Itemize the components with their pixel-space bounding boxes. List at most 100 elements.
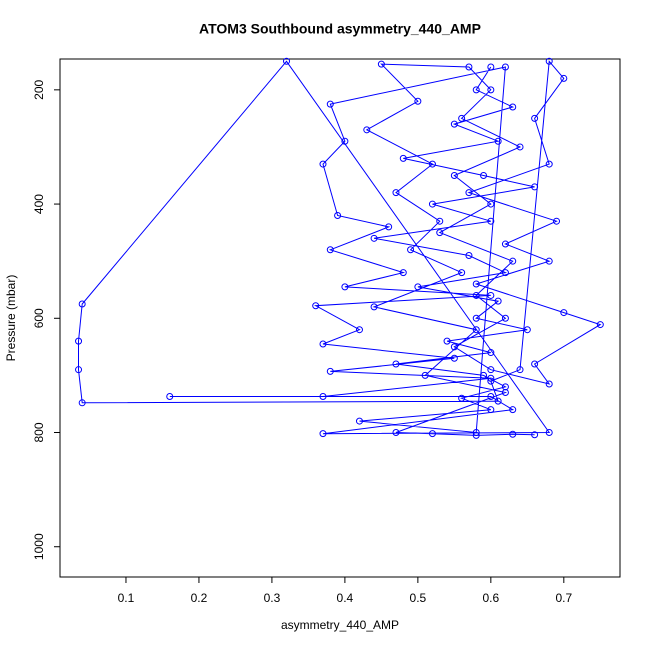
y-tick-label: 200 (32, 80, 46, 100)
data-point (523, 326, 531, 334)
data-point (370, 303, 378, 311)
data-point (421, 371, 429, 379)
data-point (487, 349, 495, 357)
y-tick-label: 800 (32, 422, 46, 442)
data-point (334, 211, 342, 219)
y-tick-label: 600 (32, 308, 46, 328)
data-point (487, 393, 495, 401)
data-point (472, 280, 480, 288)
data-point (487, 366, 495, 374)
data-point (436, 229, 444, 237)
data-point (392, 189, 400, 197)
data-point (392, 360, 400, 368)
data-point (363, 126, 371, 134)
data-point (545, 57, 553, 65)
data-point (531, 114, 539, 122)
data-point (414, 283, 422, 291)
data-point (458, 114, 466, 122)
data-point (509, 257, 517, 265)
data-point (545, 429, 553, 437)
data-point (465, 63, 473, 71)
data-point (472, 291, 480, 299)
x-tick-label: 0.2 (191, 591, 208, 605)
data-point (487, 291, 495, 299)
data-point (392, 429, 400, 437)
data-point (428, 200, 436, 208)
data-point (487, 86, 495, 94)
data-point (326, 367, 334, 375)
data-point (450, 172, 458, 180)
data-point (75, 337, 83, 345)
data-point (487, 406, 495, 414)
data-point (414, 97, 422, 105)
data-point (319, 340, 327, 348)
data-point (465, 251, 473, 259)
data-point (487, 377, 495, 385)
data-point (428, 430, 436, 438)
data-point (355, 417, 363, 425)
x-tick-label: 0.6 (482, 591, 499, 605)
data-point (443, 337, 451, 345)
data-point (75, 366, 83, 374)
data-point (545, 160, 553, 168)
chart-title: ATOM3 Southbound asymmetry_440_AMP (199, 21, 481, 37)
x-tick-label: 0.1 (118, 591, 135, 605)
data-point (516, 366, 524, 374)
data-point (341, 283, 349, 291)
data-point (472, 314, 480, 322)
y-axis-label: Pressure (mbar) (4, 275, 18, 362)
data-point (487, 200, 495, 208)
data-point (501, 63, 509, 71)
data-point (516, 143, 524, 151)
data-point (341, 137, 349, 145)
data-point (501, 240, 509, 248)
data-point (450, 120, 458, 128)
y-tick-label: 400 (32, 194, 46, 214)
data-point (450, 343, 458, 351)
data-point (377, 60, 385, 68)
data-point (494, 137, 502, 145)
data-point (487, 63, 495, 71)
data-line (78, 60, 602, 436)
data-point (385, 223, 393, 231)
data-point (319, 393, 327, 401)
data-point (494, 297, 502, 305)
data-point (487, 217, 495, 225)
data-point (458, 269, 466, 277)
data-point (472, 429, 480, 437)
data-point (399, 154, 407, 162)
data-point (509, 430, 517, 438)
data-point (472, 86, 480, 94)
data-point (480, 371, 488, 379)
x-tick-label: 0.4 (337, 591, 354, 605)
data-point (596, 321, 604, 329)
x-axis-label: asymmetry_440_AMP (281, 618, 399, 632)
data-point (472, 326, 480, 334)
data-point (487, 374, 495, 382)
data-point (494, 397, 502, 405)
y-tick-label: 1000 (32, 533, 46, 560)
data-point (472, 431, 480, 439)
data-point (428, 160, 436, 168)
data-point (560, 309, 568, 317)
data-point (531, 183, 539, 191)
data-point (480, 172, 488, 180)
data-point (326, 100, 334, 108)
data-point (553, 217, 561, 225)
x-tick-label: 0.5 (410, 591, 427, 605)
data-point (545, 380, 553, 388)
data-point (166, 393, 174, 401)
data-point (319, 430, 327, 438)
data-point (326, 246, 334, 254)
data-point (560, 74, 568, 82)
data-point (370, 234, 378, 242)
data-point (545, 257, 553, 265)
data-point (501, 389, 509, 397)
x-tick-label: 0.3 (264, 591, 281, 605)
data-point (319, 160, 327, 168)
data-point (355, 326, 363, 334)
data-point (531, 360, 539, 368)
data-point (436, 217, 444, 225)
